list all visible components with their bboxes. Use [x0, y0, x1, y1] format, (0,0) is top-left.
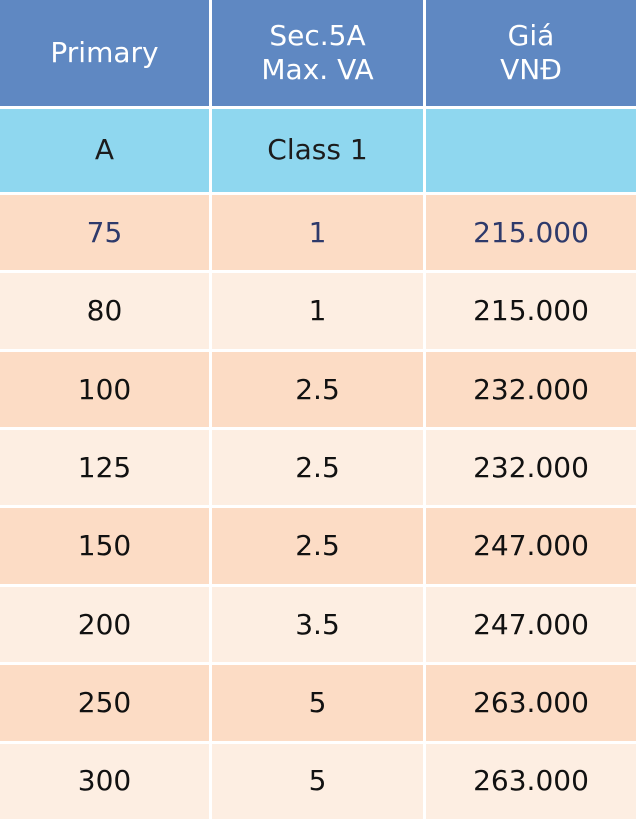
cell-va: 3.5 [212, 586, 426, 666]
header-price-line2: VNĐ [500, 52, 562, 86]
unit-price [426, 108, 636, 195]
table-row: 250 5 263.000 [0, 665, 636, 744]
cell-price: 232.000 [426, 430, 636, 509]
header-secondary: Sec.5A Max. VA [212, 0, 426, 109]
cell-price: 215.000 [426, 194, 636, 274]
cell-primary: 250 [0, 665, 212, 744]
cell-price: 247.000 [426, 508, 636, 587]
header-primary-label: Primary [50, 35, 159, 69]
cell-va: 2.5 [212, 351, 426, 431]
table-row: 300 5 263.000 [0, 743, 636, 822]
cell-primary: 150 [0, 508, 212, 587]
table-row: 200 3.5 247.000 [0, 586, 636, 666]
cell-price: 263.000 [426, 665, 636, 744]
cell-price: 263.000 [426, 743, 636, 822]
header-price: Giá VNĐ [426, 0, 636, 109]
table-row: 125 2.5 232.000 [0, 430, 636, 509]
header-secondary-line1: Sec.5A [269, 19, 366, 53]
header-secondary-line2: Max. VA [261, 52, 374, 86]
cell-primary: 100 [0, 351, 212, 431]
unit-row: A Class 1 [0, 108, 636, 195]
header-primary: Primary [0, 0, 212, 109]
cell-price: 232.000 [426, 351, 636, 431]
unit-class: Class 1 [212, 108, 426, 195]
header-row: Primary Sec.5A Max. VA Giá VNĐ [0, 0, 636, 109]
table-row: 75 1 215.000 [0, 194, 636, 274]
cell-va: 2.5 [212, 508, 426, 587]
cell-primary: 75 [0, 194, 212, 274]
cell-va: 1 [212, 273, 426, 352]
cell-primary: 300 [0, 743, 212, 822]
cell-primary: 200 [0, 586, 212, 666]
cell-primary: 125 [0, 430, 212, 509]
table-row: 100 2.5 232.000 [0, 351, 636, 431]
table-row: 150 2.5 247.000 [0, 508, 636, 587]
cell-price: 247.000 [426, 586, 636, 666]
table-row: 80 1 215.000 [0, 273, 636, 352]
cell-va: 5 [212, 743, 426, 822]
cell-va: 5 [212, 665, 426, 744]
cell-price: 215.000 [426, 273, 636, 352]
unit-primary: A [0, 108, 212, 195]
cell-va: 1 [212, 194, 426, 274]
cell-primary: 80 [0, 273, 212, 352]
header-price-line1: Giá [507, 19, 555, 53]
cell-va: 2.5 [212, 430, 426, 509]
